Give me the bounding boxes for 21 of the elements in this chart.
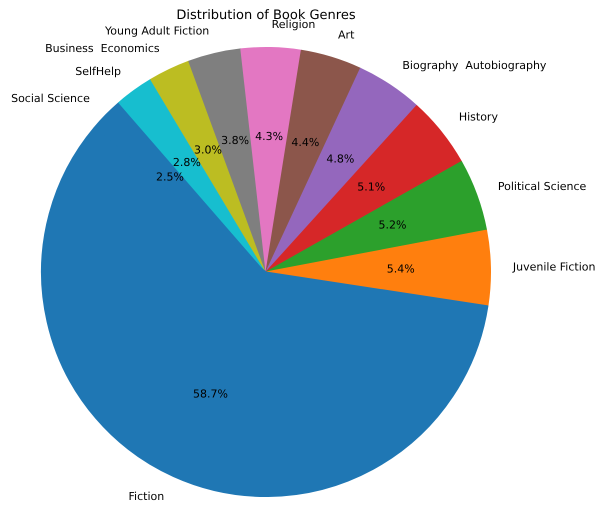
slice-label: Young Adult Fiction bbox=[104, 24, 210, 38]
data-label: 58.7% bbox=[193, 388, 228, 401]
data-label: 3.0% bbox=[194, 143, 222, 156]
data-label: 5.2% bbox=[378, 218, 406, 232]
slice-label: SelfHelp bbox=[75, 64, 121, 78]
slice-label: Art bbox=[338, 28, 356, 42]
data-label: 5.4% bbox=[386, 262, 415, 276]
data-label: 4.4% bbox=[291, 136, 320, 150]
slice-label: Juvenile Fiction bbox=[512, 260, 596, 274]
data-label: 5.1% bbox=[357, 180, 386, 194]
data-label: 2.8% bbox=[172, 156, 201, 169]
slice-label: Political Science bbox=[498, 180, 587, 193]
slice-label: Social Science bbox=[11, 92, 90, 105]
data-label: 3.8% bbox=[221, 134, 250, 147]
slice-label: History bbox=[458, 110, 498, 124]
data-label: 2.5% bbox=[156, 170, 184, 184]
slice-label: Biography Autobiography bbox=[402, 58, 547, 72]
slice-label: Fiction bbox=[128, 490, 164, 503]
data-label: 4.3% bbox=[255, 130, 284, 144]
slice-label: Business Economics bbox=[45, 42, 160, 56]
data-label: 4.8% bbox=[326, 152, 354, 166]
